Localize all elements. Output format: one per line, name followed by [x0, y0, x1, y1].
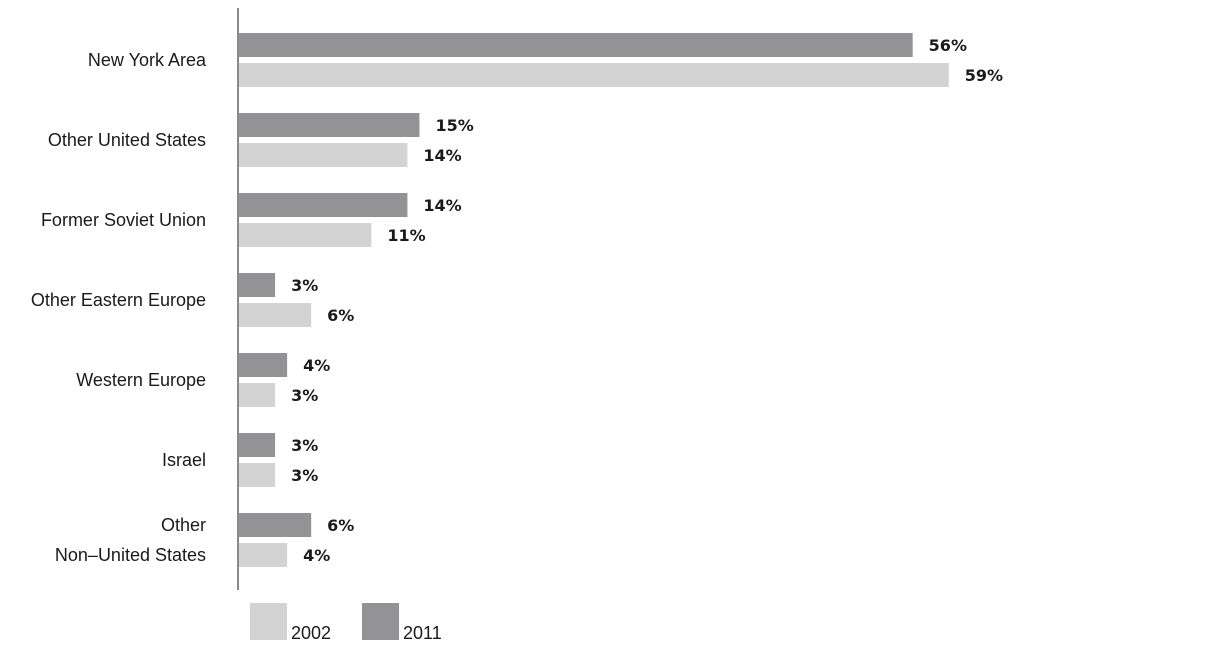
- bar-2011-6: [239, 513, 312, 537]
- category-label-5-0: Israel: [162, 450, 206, 470]
- bar-2011-4: [239, 353, 288, 377]
- value-label-2011-3: 3%: [291, 276, 318, 295]
- bar-2002-1: [239, 143, 408, 167]
- bar-2002-5: [239, 463, 276, 487]
- value-label-2002-3: 6%: [327, 306, 354, 325]
- value-label-2011-5: 3%: [291, 436, 318, 455]
- value-label-2011-2: 14%: [423, 196, 461, 215]
- bar-2002-0: [239, 63, 949, 87]
- bar-2011-1: [239, 113, 420, 137]
- value-label-2002-4: 3%: [291, 386, 318, 405]
- bars-group: 56% 59% 15% 14% 14% 11% 3% 6% 4% 3% 3% 3% 6% 4%: [239, 33, 1003, 567]
- value-label-2011-4: 4%: [303, 356, 330, 375]
- bar-2011-2: [239, 193, 408, 217]
- bar-2002-4: [239, 383, 276, 407]
- bar-2002-2: [239, 223, 372, 247]
- legend-swatch-2011: [362, 603, 399, 640]
- legend-label-2002: 2002: [291, 623, 331, 643]
- category-label-0-0: New York Area: [88, 50, 207, 70]
- value-label-2002-1: 14%: [423, 146, 461, 165]
- value-label-2011-0: 56%: [929, 36, 967, 55]
- value-label-2002-5: 3%: [291, 466, 318, 485]
- category-label-6-1: Non–United States: [55, 545, 206, 565]
- category-label-2-0: Former Soviet Union: [41, 210, 206, 230]
- category-label-1-0: Other United States: [48, 130, 206, 150]
- value-label-2011-6: 6%: [327, 516, 354, 535]
- value-label-2002-2: 11%: [387, 226, 425, 245]
- legend: 2002 2011: [250, 603, 442, 643]
- category-label-4-0: Western Europe: [76, 370, 206, 390]
- category-label-3-0: Other Eastern Europe: [31, 290, 206, 310]
- bar-2002-6: [239, 543, 288, 567]
- legend-label-2011: 2011: [403, 623, 442, 643]
- category-labels: New York Area Other United States Former S…: [31, 50, 207, 565]
- category-label-6-0: Other: [161, 515, 206, 535]
- value-label-2002-0: 59%: [965, 66, 1003, 85]
- legend-swatch-2002: [250, 603, 287, 640]
- bar-2011-5: [239, 433, 276, 457]
- bar-2002-3: [239, 303, 312, 327]
- bar-2011-0: [239, 33, 913, 57]
- bar-2011-3: [239, 273, 276, 297]
- value-label-2002-6: 4%: [303, 546, 330, 565]
- value-label-2011-1: 15%: [435, 116, 473, 135]
